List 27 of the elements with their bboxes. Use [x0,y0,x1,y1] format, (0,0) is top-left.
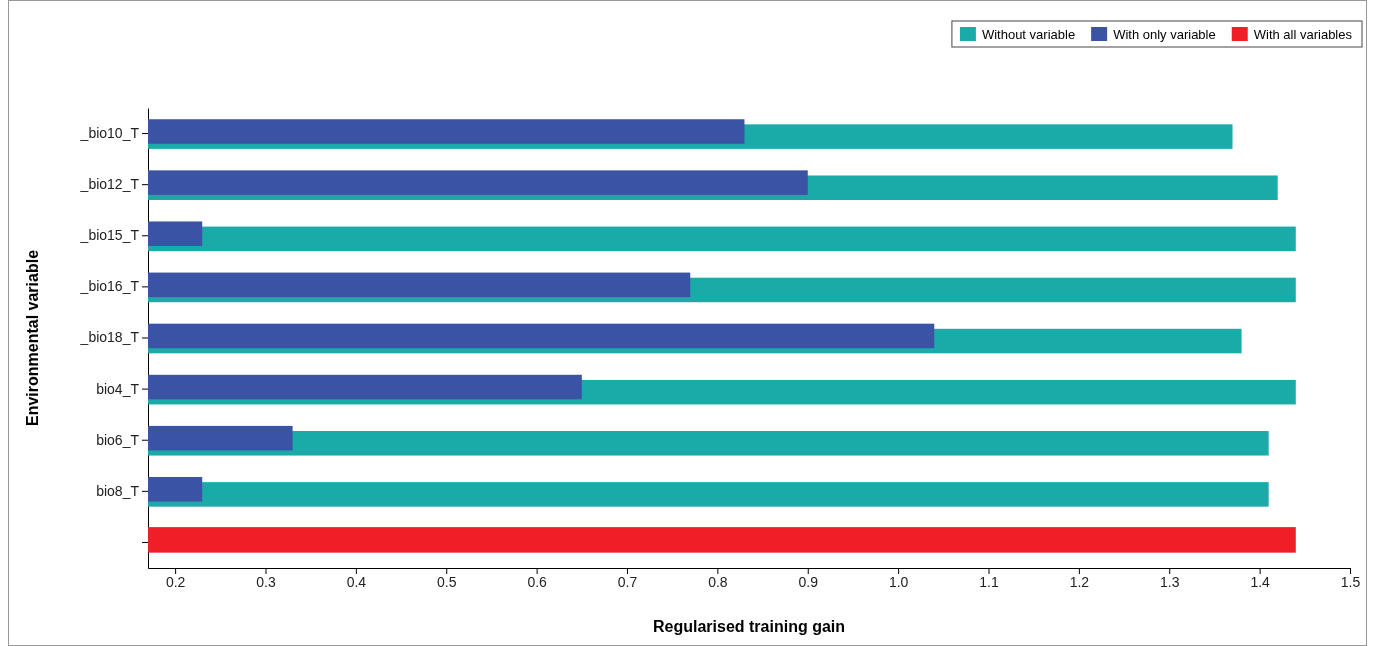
x-tick-label: 1.3 [1160,573,1180,590]
y-tick-label: bio4_T [96,380,140,397]
y-tick-label: _bio12_T [79,176,140,193]
x-axis-title: Regularised training gain [652,618,846,635]
legend-label: With all variables [1253,27,1353,42]
x-tick-label: 1.2 [1069,573,1090,590]
x-tick-label: 0.6 [527,573,548,590]
x-tick-label: 0.3 [256,573,276,590]
x-tick-label: 0.7 [617,573,638,590]
x-tick-label: 1.1 [979,573,999,590]
y-tick-label: _bio18_T [79,329,140,346]
y-tick-label: _bio10_T [79,125,140,142]
x-tick-label: 0.4 [346,573,367,590]
x-tick-label: 1.5 [1340,573,1361,590]
y-tick-label: _bio16_T [79,278,140,295]
y-tick-label: _bio15_T [79,227,140,244]
y-tick-label: bio8_T [96,482,140,499]
x-tick-label: 0.5 [437,573,457,590]
legend-label: Without variable [981,27,1076,42]
x-tick-label: 0.8 [708,573,728,590]
x-tick-label: 0.9 [798,573,819,590]
y-axis-title: Environmental variable [24,249,41,427]
legend-label: With only variable [1113,27,1216,42]
y-tick-label: bio6_T [96,431,140,448]
x-tick-label: 0.2 [165,573,186,590]
x-tick-label: 1.0 [888,573,909,590]
x-tick-label: 1.4 [1250,573,1271,590]
